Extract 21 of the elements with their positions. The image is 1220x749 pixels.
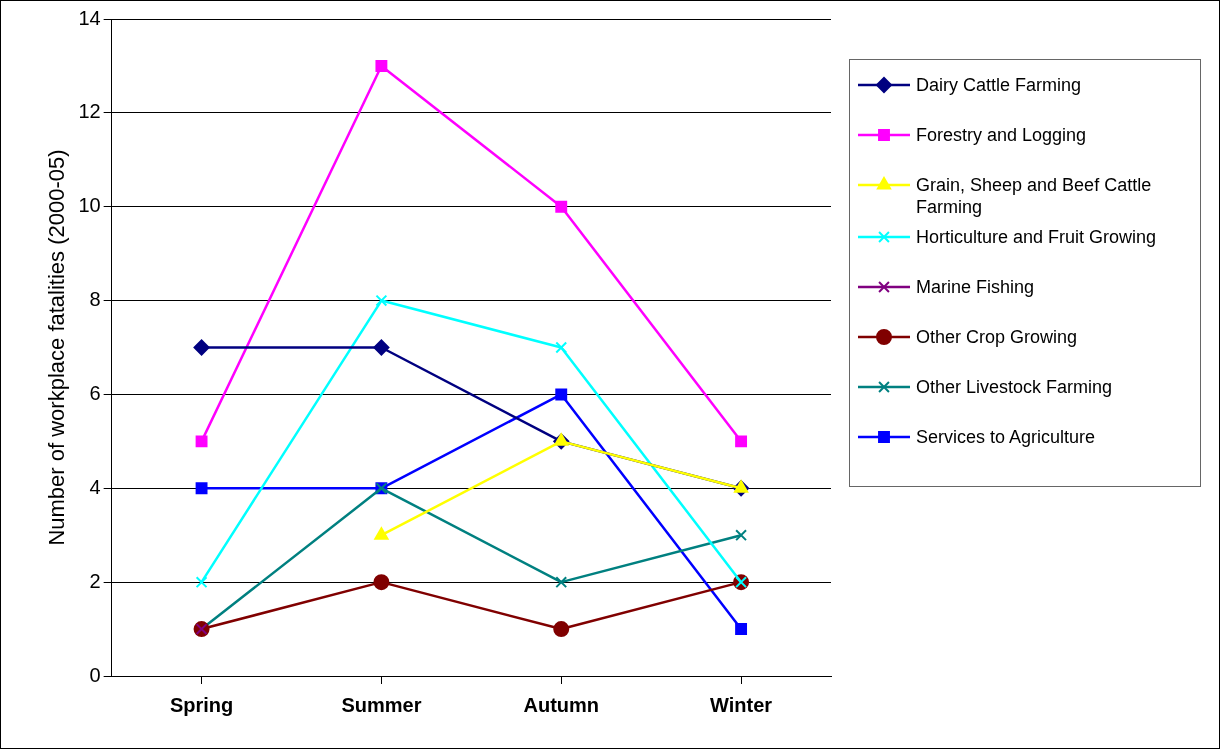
x-tick-label: Spring <box>169 693 234 716</box>
legend-label: Forestry and Logging <box>916 124 1087 146</box>
y-tick-label: 6 <box>89 381 101 404</box>
legend-label: Services to Agriculture <box>916 426 1096 448</box>
legend-label: Other Crop Growing <box>916 326 1078 348</box>
x-tick-label: Winter <box>710 693 773 716</box>
y-tick-label: 2 <box>89 569 101 592</box>
x-tick-label: Summer <box>341 693 422 716</box>
legend-label: Horticulture and Fruit Growing <box>916 226 1157 248</box>
y-tick-label: 12 <box>78 100 101 123</box>
y-tick-label: 0 <box>89 663 101 686</box>
y-tick-label: 10 <box>78 194 101 217</box>
x-tick-label: Autumn <box>523 693 600 716</box>
legend-label: Other Livestock Farming <box>916 376 1113 398</box>
legend-label: Dairy Cattle Farming <box>916 74 1082 96</box>
y-tick-label: 4 <box>89 475 101 498</box>
y-axis-title: Number of workplace fatalities (2000-05) <box>44 149 70 546</box>
y-tick-label: 14 <box>78 6 101 29</box>
legend-label: Grain, Sheep and Beef Cattle Farming <box>916 174 1153 218</box>
y-tick-label: 8 <box>89 288 101 311</box>
legend-label: Marine Fishing <box>916 276 1035 298</box>
